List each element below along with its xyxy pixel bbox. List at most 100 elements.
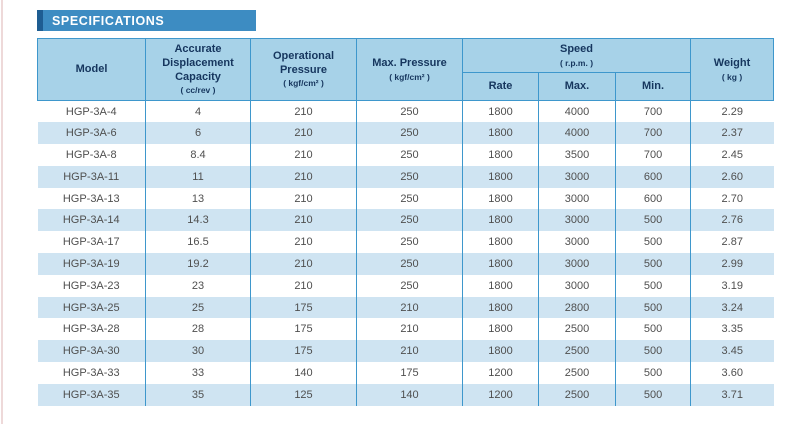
value-cell: 210 bbox=[356, 296, 463, 319]
value-cell: 2.70 bbox=[690, 187, 774, 210]
value-cell: 210 bbox=[356, 318, 463, 341]
table-row: HGP-3A-35 35 125 140 1200 2500 500 3.71 bbox=[37, 383, 774, 406]
value-cell: 3.24 bbox=[690, 296, 774, 319]
value-cell: 1800 bbox=[462, 296, 539, 319]
value-cell: 500 bbox=[614, 340, 691, 363]
col-header-capacity: Accurate Displacement Capacity ( cc/rev … bbox=[145, 38, 251, 101]
value-cell: 175 bbox=[250, 340, 357, 363]
model-cell: HGP-3A-4 bbox=[65, 105, 117, 118]
value-cell: 250 bbox=[356, 100, 463, 123]
value-cell: 250 bbox=[356, 122, 463, 145]
value-cell: 125 bbox=[250, 383, 357, 406]
value-cell: 14.3 bbox=[145, 209, 251, 232]
value-cell: 250 bbox=[356, 165, 463, 188]
value-cell: 210 bbox=[250, 231, 357, 254]
value-cell: 500 bbox=[614, 318, 691, 341]
value-cell: 500 bbox=[614, 231, 691, 254]
value-cell: 4000 bbox=[538, 100, 616, 123]
model-cell: HGP-3A-25 bbox=[62, 301, 120, 314]
value-cell: 600 bbox=[614, 165, 691, 188]
model-cell: HGP-3A-6 bbox=[65, 127, 117, 140]
col-header-operational-pressure-label: Operational Pressure bbox=[272, 49, 335, 76]
value-cell: 700 bbox=[614, 144, 691, 166]
value-cell: 2.37 bbox=[690, 122, 774, 145]
value-cell: 35 bbox=[145, 383, 251, 406]
value-cell: 500 bbox=[614, 383, 691, 406]
value-cell: 16.5 bbox=[145, 231, 251, 254]
value-cell: 2500 bbox=[538, 383, 616, 406]
value-cell: 250 bbox=[356, 253, 463, 275]
col-header-speed-label: Speed bbox=[560, 42, 594, 55]
value-cell: 3.71 bbox=[690, 383, 774, 406]
model-cell: HGP-3A-28 bbox=[62, 323, 120, 336]
value-cell: 3000 bbox=[538, 165, 616, 188]
value-cell: 175 bbox=[356, 362, 463, 384]
value-cell: 210 bbox=[250, 144, 357, 166]
value-cell: 175 bbox=[250, 318, 357, 341]
value-cell: 1800 bbox=[462, 100, 539, 123]
table-row: HGP-3A-23 23 210 250 1800 3000 500 3.19 bbox=[38, 274, 774, 297]
value-cell: 4 bbox=[145, 100, 251, 123]
value-cell: 3000 bbox=[538, 231, 616, 254]
model-cell: HGP-3A-8 bbox=[65, 148, 117, 161]
model-cell: HGP-3A-30 bbox=[62, 345, 120, 358]
model-cell: HGP-3A-14 bbox=[62, 214, 120, 227]
value-cell: 500 bbox=[614, 362, 691, 384]
value-cell: 500 bbox=[614, 253, 691, 275]
value-cell: 2800 bbox=[538, 296, 616, 319]
value-cell: 2.45 bbox=[690, 144, 774, 166]
value-cell: 2500 bbox=[538, 318, 616, 341]
value-cell: 2.60 bbox=[690, 165, 774, 188]
table-row: HGP-3A-13 13 210 250 1800 3000 600 2.70 bbox=[38, 187, 774, 210]
col-header-speed-min: Min. bbox=[614, 72, 692, 101]
table-row: HGP-3A-30 30 175 210 1800 2500 500 3.45 bbox=[37, 340, 774, 363]
value-cell: 23 bbox=[145, 274, 251, 297]
table-row: HGP-3A-11 11 210 250 1800 3000 600 2.60 bbox=[37, 165, 774, 188]
model-cell: HGP-3A-19 bbox=[62, 257, 120, 270]
model-cell: HGP-3A-11 bbox=[63, 170, 120, 183]
value-cell: 28 bbox=[145, 318, 251, 341]
value-cell: 140 bbox=[356, 383, 463, 406]
value-cell: 2.99 bbox=[690, 253, 774, 275]
table-row: HGP-3A-8 8.4 210 250 1800 3500 700 2.45 bbox=[38, 144, 774, 166]
table-row: HGP-3A-17 16.5 210 250 1800 3000 500 2.87 bbox=[38, 231, 774, 254]
value-cell: 1800 bbox=[462, 165, 539, 188]
model-cell: HGP-3A-35 bbox=[62, 388, 120, 401]
value-cell: 8.4 bbox=[145, 144, 251, 166]
value-cell: 250 bbox=[356, 274, 463, 297]
value-cell: 500 bbox=[614, 274, 691, 297]
value-cell: 3.19 bbox=[690, 274, 774, 297]
value-cell: 210 bbox=[356, 340, 463, 363]
value-cell: 1800 bbox=[462, 274, 539, 297]
value-cell: 500 bbox=[614, 209, 691, 232]
value-cell: 1200 bbox=[462, 383, 539, 406]
value-cell: 1800 bbox=[462, 209, 539, 232]
value-cell: 1800 bbox=[462, 122, 539, 145]
value-cell: 210 bbox=[250, 122, 357, 145]
col-header-speed-group: Speed ( r.p.m. ) bbox=[461, 38, 692, 73]
col-header-max-pressure-label: Max. Pressure bbox=[372, 56, 447, 69]
col-header-weight: Weight ( kg ) bbox=[690, 38, 775, 101]
section-title-bar: SPECIFICATIONS bbox=[37, 10, 256, 31]
col-header-operational-pressure: Operational Pressure ( kgf/cm² ) bbox=[250, 38, 357, 101]
value-cell: 210 bbox=[250, 253, 357, 275]
value-cell: 2.29 bbox=[690, 100, 774, 123]
value-cell: 11 bbox=[145, 165, 251, 188]
value-cell: 13 bbox=[145, 187, 251, 210]
model-cell: HGP-3A-13 bbox=[62, 192, 120, 205]
value-cell: 210 bbox=[250, 187, 357, 210]
value-cell: 2500 bbox=[538, 340, 616, 363]
col-header-model: Model bbox=[37, 38, 146, 101]
value-cell: 2500 bbox=[538, 362, 616, 384]
value-cell: 3000 bbox=[538, 253, 616, 275]
value-cell: 175 bbox=[250, 296, 357, 319]
table-row: HGP-3A-25 25 175 210 1800 2800 500 3.24 bbox=[37, 296, 774, 319]
value-cell: 1800 bbox=[462, 144, 539, 166]
col-header-capacity-label: Accurate Displacement Capacity bbox=[162, 43, 234, 83]
col-header-max-pressure: Max. Pressure ( kgf/cm² ) bbox=[356, 38, 463, 101]
value-cell: 2.76 bbox=[690, 209, 774, 232]
col-header-capacity-unit: ( cc/rev ) bbox=[180, 85, 216, 96]
value-cell: 2.87 bbox=[690, 231, 774, 254]
title-accent-block bbox=[37, 10, 43, 31]
col-header-speed-max: Max. bbox=[538, 72, 616, 101]
